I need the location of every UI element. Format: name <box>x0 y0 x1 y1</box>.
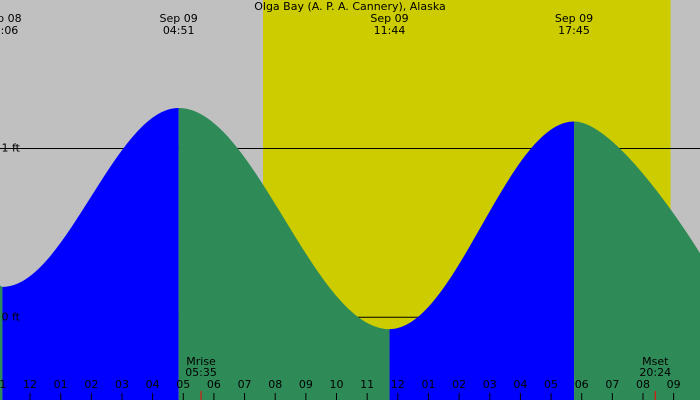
x-tick-label: 11 <box>0 378 6 391</box>
extreme-date: Sep 08 <box>0 12 22 25</box>
x-tick-label: 01 <box>54 378 68 391</box>
y-tick-label: 0 ft <box>2 310 21 323</box>
moon-label: Mrise <box>186 355 216 368</box>
x-tick-label: 06 <box>207 378 221 391</box>
extreme-date: Sep 09 <box>370 12 408 25</box>
x-tick-label: 07 <box>605 378 619 391</box>
extreme-time: 04:51 <box>163 24 195 37</box>
extreme-date: Sep 09 <box>160 12 198 25</box>
x-tick-label: 09 <box>299 378 313 391</box>
x-tick-label: 06 <box>575 378 589 391</box>
x-tick-label: 01 <box>421 378 435 391</box>
x-tick-label: 07 <box>238 378 252 391</box>
x-tick-label: 09 <box>667 378 681 391</box>
extreme-date: Sep 09 <box>555 12 593 25</box>
x-tick-label: 04 <box>513 378 527 391</box>
x-tick-label: 08 <box>636 378 650 391</box>
x-tick-label: 03 <box>483 378 497 391</box>
x-tick-label: 12 <box>23 378 37 391</box>
y-tick-label: 1 ft <box>2 142 21 155</box>
falling-tide <box>0 285 3 400</box>
x-tick-label: 02 <box>452 378 466 391</box>
x-tick-label: 10 <box>330 378 344 391</box>
x-tick-label: 08 <box>268 378 282 391</box>
x-tick-label: 02 <box>84 378 98 391</box>
x-tick-label: 04 <box>146 378 160 391</box>
chart-title: Olga Bay (A. P. A. Cannery), Alaska <box>254 0 446 13</box>
extreme-time: 11:44 <box>374 24 406 37</box>
x-tick-label: 12 <box>391 378 405 391</box>
falling-tide <box>178 108 390 400</box>
x-tick-label: 05 <box>176 378 190 391</box>
extreme-time: 23:06 <box>0 24 18 37</box>
moon-time: 20:24 <box>639 366 671 379</box>
rising-tide <box>389 121 575 400</box>
extreme-time: 17:45 <box>558 24 590 37</box>
rising-tide <box>2 108 179 400</box>
moon-time: 05:35 <box>185 366 217 379</box>
x-tick-label: 03 <box>115 378 129 391</box>
x-tick-label: 05 <box>544 378 558 391</box>
falling-tide <box>574 121 700 400</box>
moon-label: Mset <box>642 355 669 368</box>
x-tick-label: 11 <box>360 378 374 391</box>
